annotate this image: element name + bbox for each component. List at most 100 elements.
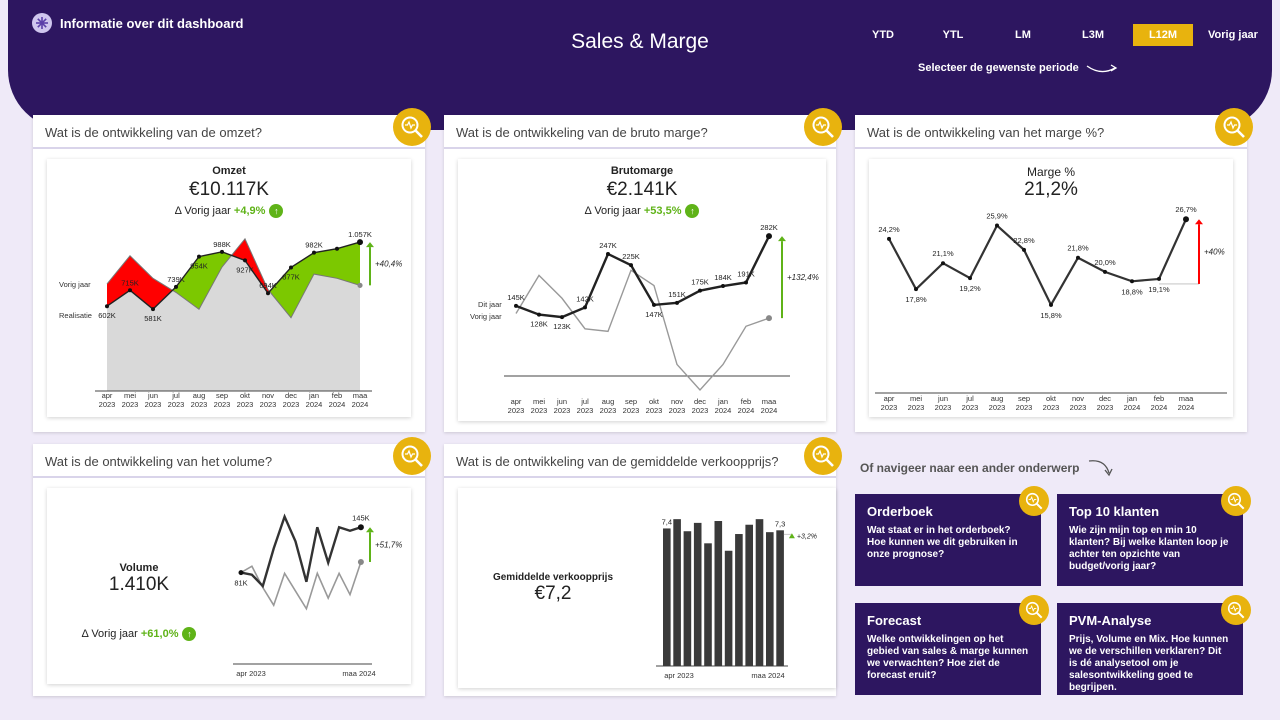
omzet-panel: Omzet €10.117K Δ Vorig jaar +4,9% ↑ 602K 7… [47,159,411,417]
period-button-l3m[interactable]: L3M [1082,29,1104,41]
marge-pct-question: Wat is de ontwikkeling van het marge %? [855,115,1247,149]
nav-tile-orderboek[interactable]: Orderboek Wat staat er in het orderboek? … [855,486,1049,586]
bruto-data-label: 128K [530,320,548,329]
verkoopprijs-analyse-button[interactable] [804,437,842,475]
bruto-data-label: 147K [645,310,663,319]
omzet-change-label: +40,4% [375,260,402,269]
marge-tick-year: 2023 [935,403,952,412]
bruto-point [766,233,772,240]
arrow-up-icon: ↑ [182,627,197,641]
omzet-tick-year: 2023 [145,400,162,409]
brutomarge-kpi-value: €2.141K [606,179,678,200]
marge-point [914,287,918,292]
omzet-tick-year: 2024 [306,400,323,409]
bruto-point [537,312,541,317]
bruto-tick-year: 2023 [623,406,640,415]
omzet-analyse-button[interactable] [393,108,431,146]
nav-tile-pvm-analyse[interactable]: PVM-Analyse Prijs, Volume en Mix. Hoe kun… [1057,595,1251,695]
bruto-series-dit-jaar [515,235,771,319]
period-button-l12m[interactable]: L12M [1133,24,1193,46]
marge-data-label: 25,9% [986,212,1008,221]
marge-point [1157,276,1161,281]
bruto-point [652,302,656,307]
magnifier-icon [1221,486,1251,516]
verkoopprijs-chart: 7,4 7,3 +3,2% apr 2023 maa 2024 [656,517,817,680]
marge-tick-year: 2023 [1043,403,1060,412]
nav-tile-forecast[interactable]: Forecast Welke ontwikkelingen op het gebi… [855,595,1049,695]
bruto-tick-year: 2023 [554,406,571,415]
marge-pct-chart: 24,2% 17,8% 21,1% 19,2% 25,9% 22,8% 15,8% 21,8%… [875,205,1227,412]
marge-point [1049,302,1053,307]
marge-tick-year: 2023 [881,403,898,412]
omzet-tick-year: 2023 [168,400,185,409]
omzet-tick-month: nov [262,391,274,400]
bruto-tick-month: feb [741,397,751,406]
omzet-point [197,254,201,259]
marge-point [968,276,972,281]
bruto-point [675,300,679,305]
nav-tile-title: Orderboek [867,504,933,519]
bruto-tick-year: 2024 [715,406,732,415]
prijs-last-label: 7,3 [775,519,785,528]
prijs-bar [663,528,671,666]
omzet-difference-band [222,251,232,268]
brutomarge-question: Wat is de ontwikkeling van de bruto marg… [444,115,836,149]
marge-change-arrowhead [1195,219,1203,225]
omzet-kpi-value: €10.117K [189,179,269,200]
period-button-lm[interactable]: LM [1015,29,1031,41]
omzet-delta-value: +4,9% [233,204,266,217]
omzet-tick-month: jun [147,391,158,400]
omzet-data-label: 982K [305,241,323,250]
prijs-x-end: maa 2024 [751,671,784,680]
marge-point [1076,255,1080,260]
omzet-tick-year: 2023 [260,400,277,409]
marge-pct-analyse-button[interactable] [1215,108,1253,146]
bruto-data-label: 225K [622,252,640,261]
period-button-ytl[interactable]: YTL [942,29,964,41]
volume-question: Wat is de ontwikkeling van het volume? [33,444,425,478]
bruto-tick-month: mei [533,397,545,406]
period-button-ytd[interactable]: YTD [872,29,894,41]
bruto-tick-year: 2023 [646,406,663,415]
bruto-tick-year: 2023 [692,406,709,415]
omzet-data-label: 739K [167,275,185,284]
bruto-data-label: 282K [760,223,778,232]
nav-tile-top-10-klanten[interactable]: Top 10 klanten Wie zijn mijn top en min 1… [1057,486,1251,586]
arrow-up-icon: ↑ [685,204,700,218]
prijs-bar [673,519,681,666]
omzet-delta-label: Δ Vorig jaar [174,204,231,217]
bruto-change-label: +132,4% [787,273,819,282]
volume-analyse-button[interactable] [393,437,431,475]
brutomarge-delta: Δ Vorig jaar +53,5% ↑ [458,204,826,218]
curved-arrow-icon [1089,460,1113,477]
verkoopprijs-kpi-value: €7,2 [534,583,572,604]
brutomarge-kpi-name: Brutomarge [610,165,674,177]
bruto-data-label: 175K [691,278,709,287]
prijs-bar [683,531,692,666]
bruto-tick-month: sep [625,397,637,406]
period-button-vorig-jaar[interactable]: Vorig jaar [1208,29,1258,41]
marge-tick-month: apr [884,394,895,403]
magnifier-icon [1019,486,1049,516]
brutomarge-analyse-button[interactable] [804,108,842,146]
volume-first-point [238,570,244,576]
bruto-legend-vorig-jaar: Vorig jaar [470,312,502,321]
omzet-series-vorig-jaar [106,237,361,319]
volume-last-label: 145K [352,513,370,522]
info-button[interactable]: Informatie over dit dashboard [32,13,243,33]
marge-data-label: 18,8% [1121,287,1143,296]
volume-kpi-name: Volume [119,562,159,574]
volume-series-vorig-jaar [240,561,362,611]
marge-tick-year: 2024 [1151,403,1168,412]
marge-tick-year: 2023 [962,403,979,412]
omzet-data-label: 1.057K [348,230,372,239]
bruto-prev-endpoint [766,315,772,322]
volume-kpi-value: 1.410K [108,574,170,595]
bruto-tick-year: 2023 [508,406,525,415]
omzet-difference-band [314,248,337,279]
omzet-tick-year: 2023 [122,400,139,409]
marge-tick-year: 2024 [1124,403,1141,412]
marge-data-label: 24,2% [878,225,900,234]
omzet-point [220,249,224,254]
omzet-data-label: 581K [144,314,162,323]
